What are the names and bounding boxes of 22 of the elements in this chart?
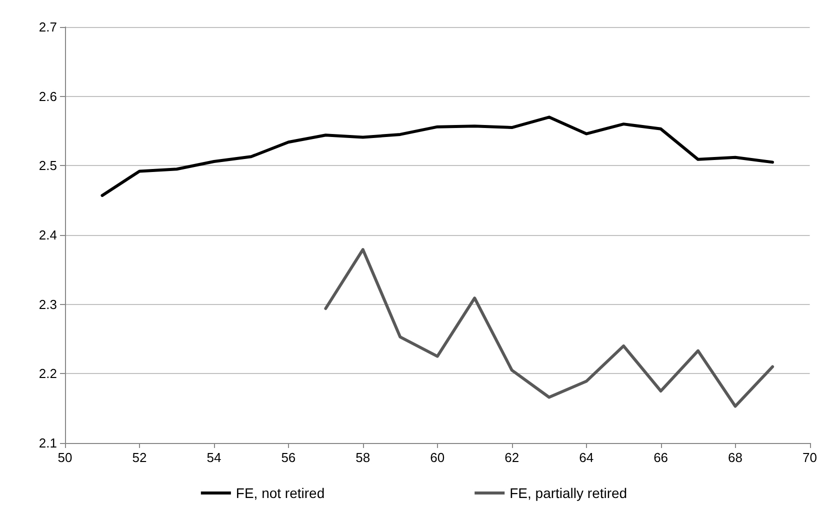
y-tick-label: 2.1	[38, 436, 57, 450]
legend-label: FE, partially retired	[510, 485, 628, 501]
x-tick-label: 52	[132, 450, 147, 465]
y-tick-label: 2.6	[38, 88, 57, 104]
x-tick-label: 62	[504, 450, 520, 465]
x-tick-label: 56	[281, 450, 296, 465]
line-series	[324, 248, 774, 408]
x-tick-label: 58	[356, 450, 370, 465]
line-series	[100, 116, 774, 197]
legend-label: FE, not retired	[236, 485, 325, 501]
x-tick-label: 70	[802, 450, 818, 465]
x-tick-label: 68	[728, 450, 743, 465]
x-tick-label: 64	[579, 450, 594, 465]
x-tick-label: 66	[654, 450, 668, 465]
x-tick-label: 60	[430, 450, 445, 465]
y-tick-label: 2.3	[38, 296, 57, 312]
x-tick-label: 50	[58, 450, 72, 465]
y-tick-label: 2.7	[38, 20, 57, 34]
y-tick-label: 2.5	[38, 158, 57, 174]
y-tick-label: 2.2	[38, 366, 57, 382]
x-tick-label: 54	[206, 450, 222, 465]
y-tick-label: 2.4	[38, 228, 57, 242]
